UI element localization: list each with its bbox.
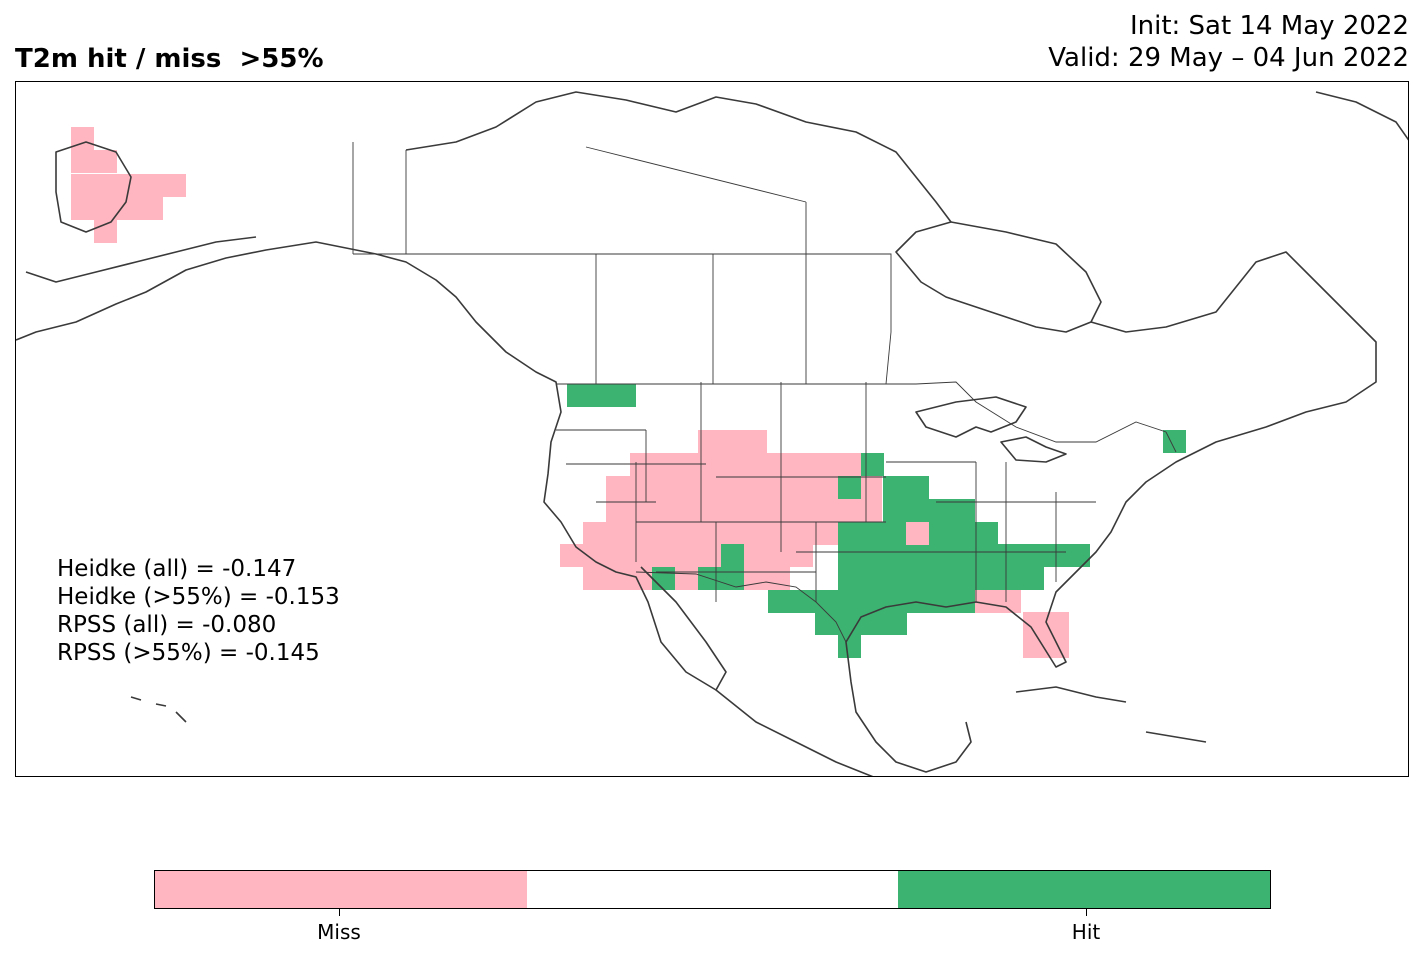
hit-cell bbox=[861, 453, 884, 476]
miss-cell bbox=[698, 430, 767, 453]
hit-cell bbox=[838, 635, 861, 658]
heidke-55: Heidke (>55%) = -0.153 bbox=[57, 584, 340, 610]
miss-cell bbox=[1023, 635, 1069, 658]
hit-cell bbox=[838, 522, 907, 545]
colorbar bbox=[154, 870, 1271, 909]
miss-cell bbox=[606, 499, 882, 522]
hit-cell bbox=[698, 567, 744, 590]
miss-cell bbox=[71, 197, 163, 220]
miss-cell bbox=[975, 590, 1021, 613]
init-date: Init: Sat 14 May 2022 bbox=[1129, 11, 1409, 41]
hit-cell bbox=[768, 590, 998, 613]
rpss-all: RPSS (all) = -0.080 bbox=[57, 612, 277, 638]
hit-cell bbox=[929, 522, 998, 545]
valid-period: Valid: 29 May – 04 Jun 2022 bbox=[1048, 43, 1409, 73]
skill-scores: Heidke (all) = -0.147 Heidke (>55%) = -0… bbox=[57, 555, 340, 667]
map-panel bbox=[15, 81, 1409, 777]
canada-provinces bbox=[353, 146, 892, 385]
coastline-greenland bbox=[1315, 91, 1408, 141]
miss-cell bbox=[71, 150, 117, 173]
coastline-arctic bbox=[405, 91, 952, 223]
hit-cell bbox=[838, 476, 861, 499]
hit-cell bbox=[567, 384, 636, 407]
hit-cell bbox=[883, 476, 929, 499]
hit-cell bbox=[838, 544, 930, 567]
date-block: Init: Sat 14 May 2022 Valid: 29 May – 04… bbox=[1048, 10, 1409, 74]
colorbar-tick-hit bbox=[1086, 909, 1087, 916]
miss-cell bbox=[630, 453, 883, 476]
colorbar-tick-miss bbox=[339, 909, 340, 916]
map-canvas bbox=[16, 91, 1408, 776]
miss-cell bbox=[906, 522, 929, 545]
hit-cell bbox=[721, 544, 744, 567]
us-states bbox=[556, 382, 1096, 602]
colorbar-label-miss: Miss bbox=[317, 920, 361, 944]
coastline-alaska-south bbox=[25, 236, 257, 283]
miss-cell bbox=[606, 476, 882, 499]
hawaii-islands bbox=[130, 696, 187, 723]
us-canada-border bbox=[556, 381, 1177, 453]
miss-cell bbox=[583, 522, 859, 545]
hit-cell bbox=[1163, 430, 1186, 453]
hit-cell bbox=[883, 499, 975, 522]
colorbar-miss bbox=[155, 871, 527, 908]
coastline-mexico bbox=[715, 689, 874, 776]
miss-cell bbox=[743, 567, 789, 590]
caribbean-islands bbox=[1015, 686, 1207, 743]
us-mexico-border bbox=[635, 571, 847, 643]
hit-cell bbox=[652, 567, 675, 590]
colorbar-neutral bbox=[526, 871, 899, 908]
coastline-alaska-north bbox=[55, 141, 132, 233]
hit-cell bbox=[815, 612, 907, 635]
coastline-hudson-bay bbox=[895, 221, 1102, 333]
colorbar-hit bbox=[898, 871, 1271, 908]
political-borders bbox=[352, 142, 1177, 643]
rpss-55: RPSS (>55%) = -0.145 bbox=[57, 640, 320, 666]
hit-cell bbox=[1023, 544, 1069, 567]
miss-cell bbox=[560, 544, 813, 567]
hit-cell bbox=[929, 567, 1044, 590]
coastline-east bbox=[845, 251, 1377, 773]
great-lakes bbox=[915, 396, 1067, 463]
map-title: T2m hit / miss >55% bbox=[15, 44, 324, 74]
heidke-all: Heidke (all) = -0.147 bbox=[57, 556, 297, 582]
coastline-west bbox=[16, 241, 727, 691]
coastlines bbox=[16, 91, 1408, 776]
colorbar-label-hit: Hit bbox=[1071, 920, 1101, 944]
